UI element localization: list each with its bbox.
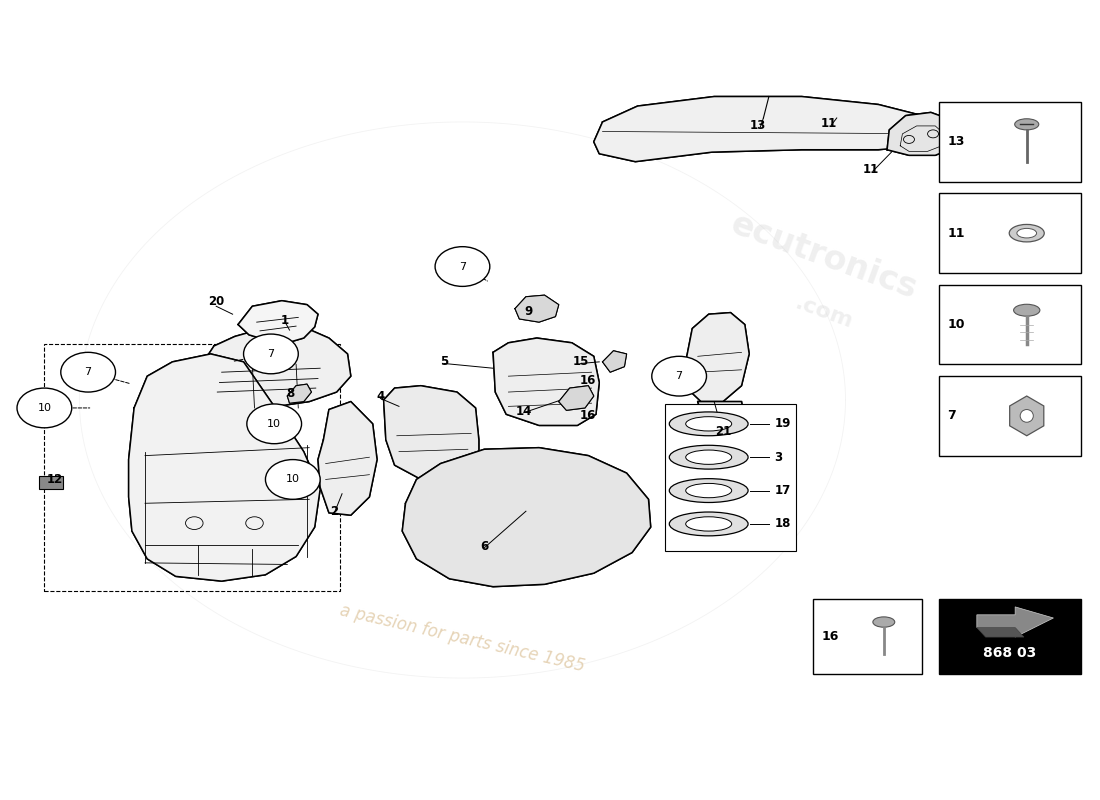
Ellipse shape [1014,118,1038,130]
Ellipse shape [685,483,732,498]
Circle shape [246,404,301,444]
Circle shape [243,334,298,374]
Circle shape [652,356,706,396]
Ellipse shape [685,450,732,464]
Text: 16: 16 [822,630,839,643]
Bar [938,598,1081,674]
Text: 16: 16 [580,374,596,387]
Polygon shape [1010,396,1044,436]
Circle shape [436,246,490,286]
Text: 20: 20 [208,295,224,308]
Text: 10: 10 [286,474,300,485]
Polygon shape [287,384,311,403]
Text: 15: 15 [572,355,588,368]
Text: 2: 2 [330,505,339,518]
Polygon shape [594,97,942,162]
Bar [39,476,63,489]
Text: 19: 19 [774,418,791,430]
Text: 7: 7 [947,410,956,422]
Text: 13: 13 [947,135,965,148]
Bar [938,102,1081,182]
Text: 7: 7 [85,367,91,377]
Polygon shape [977,627,1024,637]
Ellipse shape [1020,410,1033,422]
Ellipse shape [1013,304,1040,316]
Circle shape [16,388,72,428]
Text: ecutronics: ecutronics [726,208,922,306]
Ellipse shape [1016,229,1036,238]
Text: 10: 10 [947,318,965,331]
Polygon shape [200,327,351,408]
Text: a passion for parts since 1985: a passion for parts since 1985 [338,602,586,675]
Text: 10: 10 [37,403,52,413]
Bar [938,194,1081,273]
Text: 21: 21 [715,426,732,438]
Circle shape [265,459,320,499]
Text: 8: 8 [286,387,295,400]
Text: 3: 3 [774,450,782,464]
Text: 18: 18 [774,518,791,530]
Bar [664,404,796,551]
Text: 1: 1 [282,314,289,327]
Circle shape [60,352,116,392]
Text: 10: 10 [267,419,282,429]
Polygon shape [977,607,1054,637]
Bar [938,376,1081,456]
Text: 9: 9 [524,305,532,318]
Bar [813,598,922,674]
Text: 11: 11 [821,117,837,130]
Text: 5: 5 [440,355,448,368]
Ellipse shape [669,512,748,536]
Text: 7: 7 [675,371,683,381]
Polygon shape [697,402,745,430]
Text: 17: 17 [774,484,791,497]
Polygon shape [318,402,377,515]
Text: 11: 11 [947,226,965,240]
Text: .com: .com [792,293,856,332]
Bar [938,285,1081,364]
Text: 4: 4 [376,390,385,403]
Polygon shape [887,113,960,155]
Ellipse shape [685,517,732,531]
Polygon shape [403,448,651,586]
Ellipse shape [669,478,748,502]
Text: 16: 16 [580,410,596,422]
Bar [44,344,340,590]
Ellipse shape [685,417,732,431]
Ellipse shape [873,617,894,627]
Text: 11: 11 [862,163,879,176]
Polygon shape [493,338,600,426]
Text: 7: 7 [267,349,275,359]
Text: 12: 12 [47,473,64,486]
Polygon shape [129,354,320,581]
Polygon shape [238,301,318,342]
Ellipse shape [1009,225,1044,242]
Text: 14: 14 [516,405,532,418]
Ellipse shape [669,412,748,436]
Polygon shape [686,313,749,402]
Polygon shape [559,386,594,410]
Text: 868 03: 868 03 [983,646,1036,660]
Polygon shape [384,386,478,483]
Text: 13: 13 [750,119,766,133]
Text: 7: 7 [459,262,466,271]
Text: 6: 6 [481,540,488,553]
Polygon shape [515,295,559,322]
Polygon shape [603,350,627,372]
Ellipse shape [669,446,748,469]
